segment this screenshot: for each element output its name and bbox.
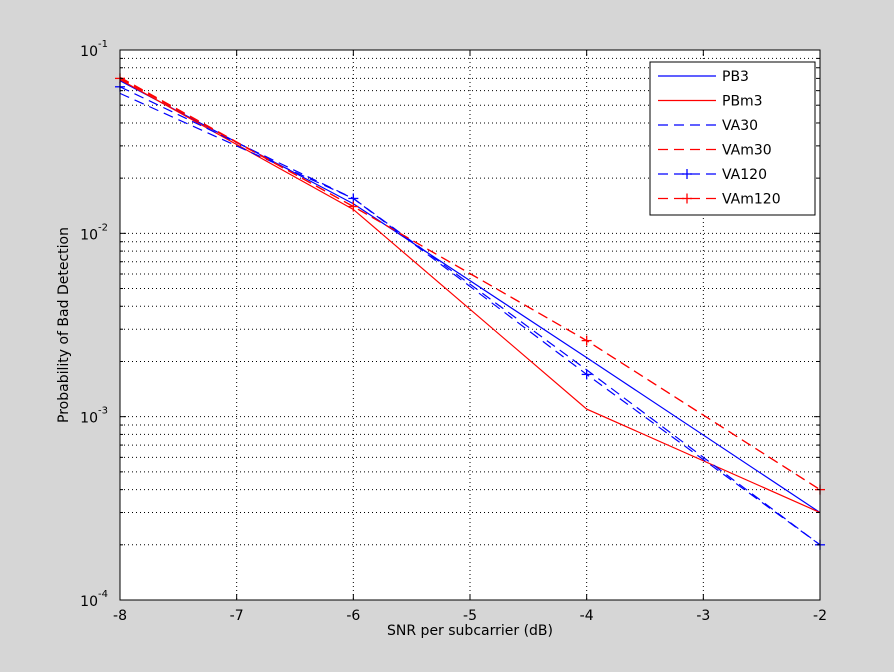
legend-label: VA30 [722,118,758,134]
legend: PB3 PBm3 VA30 VAm30 VA120 VAm120 [649,61,816,216]
x-tick-label: -4 [580,608,594,624]
x-tick-label: -3 [696,608,710,624]
x-tick-label: -8 [113,608,127,624]
y-tick-label-exponent: -4 [98,589,108,600]
y-tick-label-exponent: -1 [98,39,108,50]
legend-item: PB3 [658,69,749,85]
legend-item: VA30 [658,118,758,134]
legend-label: VAm120 [722,192,781,208]
y-tick-label-base: 10 [80,227,98,243]
x-tick-label: -2 [813,608,827,624]
legend-item: VA120 [658,167,767,183]
y-tick-labels: 10-110-210-310-4 [80,39,108,610]
x-axis-label: SNR per subcarrier (dB) [387,623,553,639]
y-axis-label: Probability of Bad Detection [56,227,72,423]
data-point-vam120 [348,201,359,212]
legend-item: VAm120 [658,192,781,208]
series-line-va30 [119,92,821,546]
legend-label: PB3 [722,69,749,85]
y-tick-label-exponent: -3 [98,406,108,417]
legend-box [649,61,816,216]
axis-ticks [119,50,821,601]
data-point-va120 [581,369,592,380]
legend-label: VA120 [722,167,767,183]
series-line-vam120 [119,77,821,491]
legend-marker [682,169,692,179]
x-tick-labels: -8 -7 -6 -5 -4 -3 -2 [113,608,827,624]
y-tick-label-base: 10 [80,411,98,427]
x-tick-label: -7 [230,608,244,624]
y-tick-label-base: 10 [80,44,98,60]
legend-label: VAm30 [722,143,772,159]
data-point-vam120 [581,335,592,346]
legend-item: PBm3 [658,94,763,110]
legend-item: VAm30 [658,143,772,159]
series-line-pbm3 [119,79,821,514]
legend-label: PBm3 [722,94,763,110]
grid [120,50,820,600]
y-tick-label-exponent: -2 [98,222,108,233]
legend-marker [682,193,692,204]
x-tick-label: -6 [346,608,360,624]
y-tick-label-base: 10 [80,594,98,610]
x-tick-label: -5 [463,608,477,624]
